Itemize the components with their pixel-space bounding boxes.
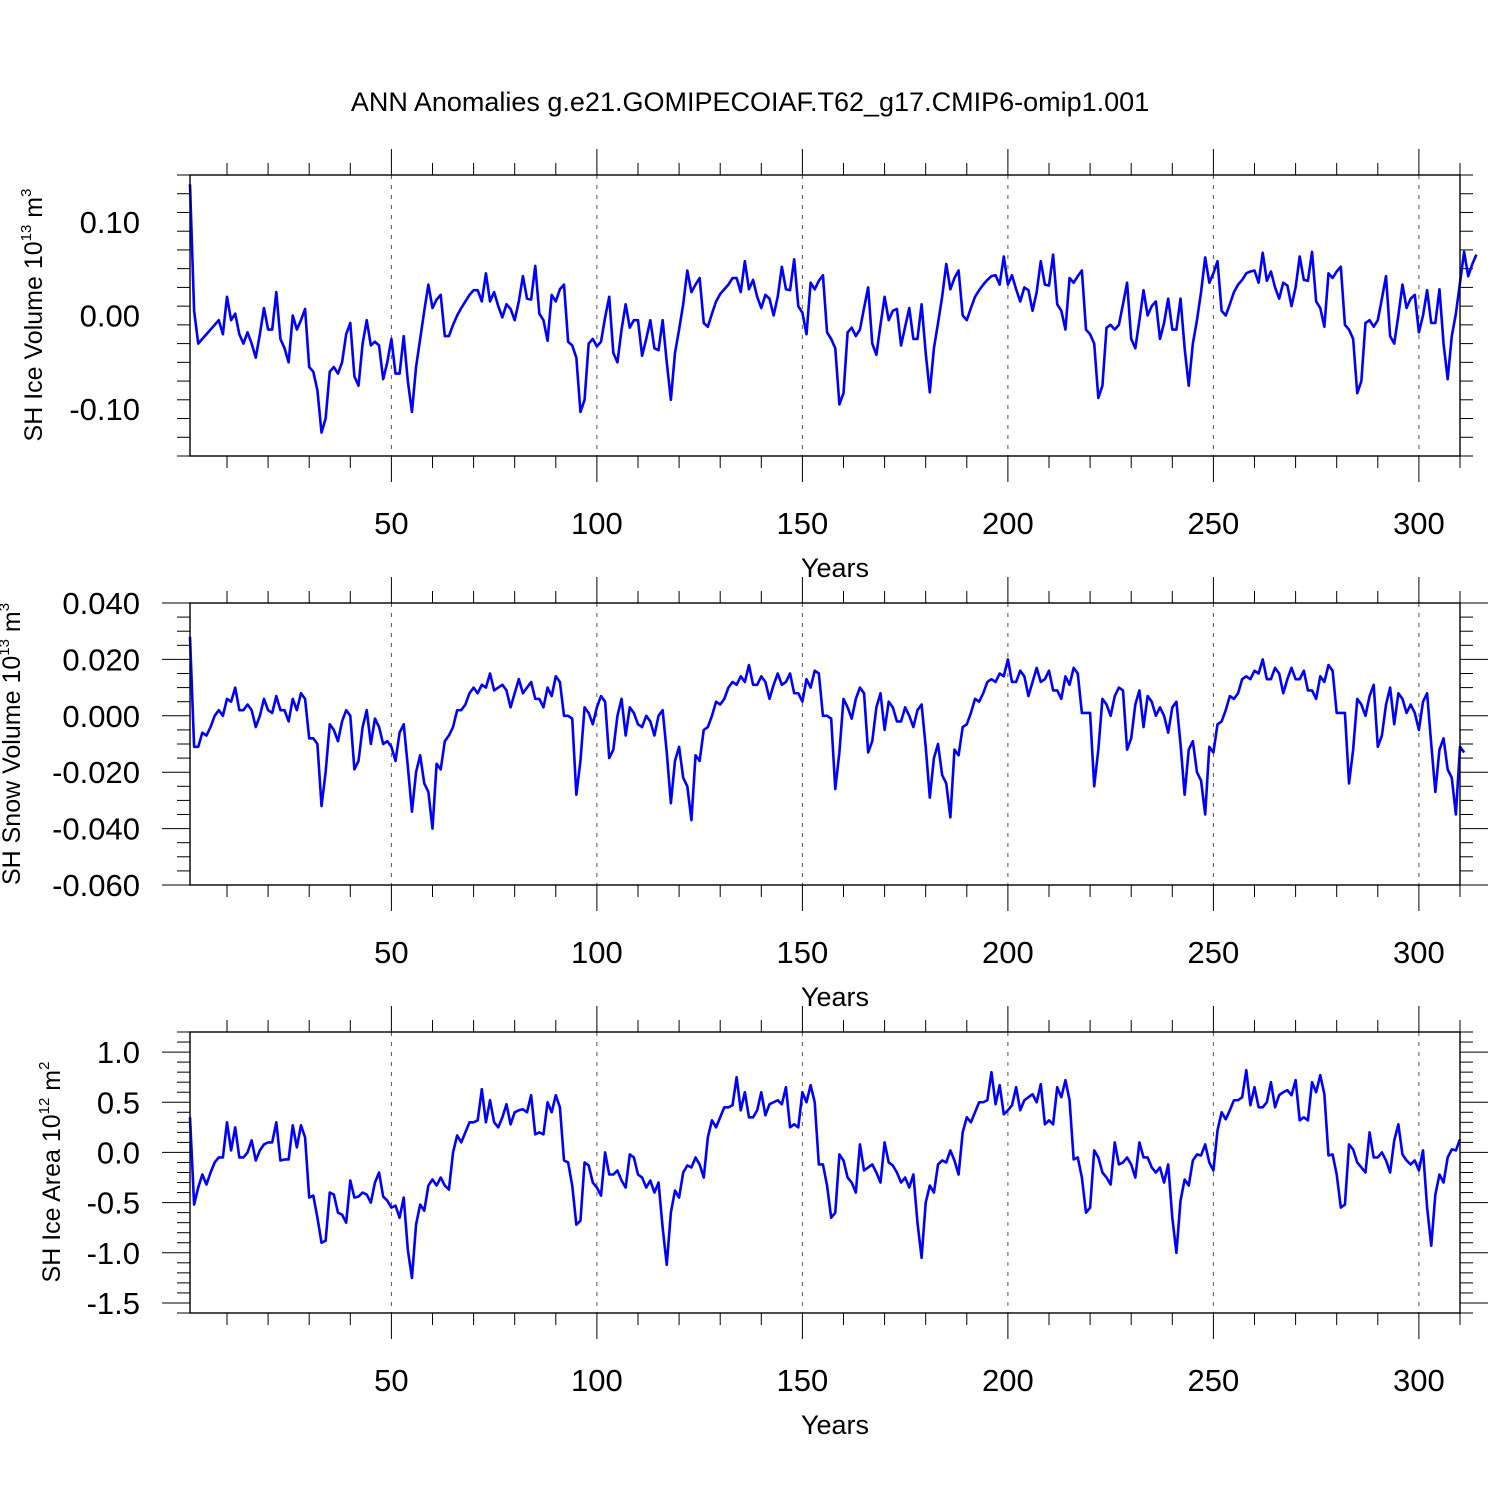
y-label-text: SH Snow Volume 10 — [0, 656, 26, 885]
y-tick-label: -1.5 — [87, 1286, 140, 1321]
plot-frame — [189, 1031, 1461, 1314]
y-tick-label: -1.0 — [87, 1236, 140, 1271]
y-label-text: SH Ice Volume 10 — [20, 241, 48, 441]
series-line — [188, 184, 1478, 434]
x-tick-label: 100 — [571, 935, 623, 970]
y-label-superscript: 12 — [36, 1098, 53, 1115]
x-tick-label: 200 — [982, 506, 1034, 541]
y-label-text: SH Ice Area 10 — [38, 1114, 66, 1282]
plot-frame — [189, 174, 1461, 457]
x-tick-label: 200 — [982, 1363, 1034, 1398]
y-label-superscript: 2 — [36, 1062, 53, 1070]
x-tick-label: 100 — [571, 506, 623, 541]
x-tick-label: 200 — [982, 935, 1034, 970]
plot-frame — [189, 602, 1461, 886]
x-tick-label: 250 — [1188, 506, 1240, 541]
y-tick-label: -0.10 — [69, 392, 140, 427]
y-tick-label: -0.060 — [52, 868, 140, 903]
x-tick-label: 50 — [374, 935, 408, 970]
y-tick-label: 0.5 — [97, 1085, 140, 1120]
x-tick-label: 50 — [374, 506, 408, 541]
x-tick-label: 150 — [777, 935, 829, 970]
y-label-text: m — [0, 611, 26, 639]
y-label-superscript: 3 — [18, 189, 35, 197]
panel-ice-volume: SH Ice Volume 1013 m3 50 100 150 200 250 300 0… — [18, 149, 1478, 583]
ylabel-ice-volume: SH Ice Volume 1013 m3 — [18, 189, 48, 442]
y-tick-label: -0.040 — [52, 812, 140, 847]
y-axis-label: SH Ice Area 1012 m2 — [36, 1062, 66, 1283]
y-tick-label: 0.020 — [62, 642, 140, 677]
x-tick-label: 300 — [1393, 506, 1445, 541]
x-tick-label: 250 — [1188, 935, 1240, 970]
y-label-text: m — [38, 1070, 66, 1098]
panel-snow-volume: SH Snow Volume 1013 m3 50 100 150 200 250 300… — [0, 577, 1488, 1012]
x-tick-label: 300 — [1393, 935, 1445, 970]
y-tick-label: 0.00 — [80, 299, 140, 334]
y-tick-label: 0.0 — [97, 1135, 140, 1170]
y-tick-label: 0.040 — [62, 586, 140, 621]
x-tick-label: 300 — [1393, 1363, 1445, 1398]
x-axis-label: Years — [801, 1410, 869, 1440]
y-tick-label: 0.000 — [62, 699, 140, 734]
y-axis-label: SH Snow Volume 1013 m3 — [0, 603, 26, 885]
y-tick-label: -0.020 — [52, 755, 140, 790]
chart-title: ANN Anomalies g.e21.GOMIPECOIAF.T62_g17.… — [351, 87, 1149, 117]
y-tick-label: -0.5 — [87, 1186, 140, 1221]
y-tick-label: 1.0 — [97, 1035, 140, 1070]
y-axis-label: SH Ice Volume 1013 m3 — [18, 189, 48, 442]
panel-ice-area: SH Ice Area 1012 m2 50 100 150 200 250 300 1.0… — [36, 1006, 1488, 1440]
y-label-superscript: 3 — [0, 603, 13, 611]
x-tick-label: 250 — [1188, 1363, 1240, 1398]
ylabel-ice-area: SH Ice Area 1012 m2 — [36, 1062, 66, 1283]
series-line — [188, 1068, 1462, 1280]
x-axis-label: Years — [801, 982, 869, 1012]
y-label-text: m — [20, 197, 48, 225]
y-label-superscript: 13 — [18, 225, 35, 242]
ylabel-snow-volume: SH Snow Volume 1013 m3 — [0, 603, 26, 885]
y-tick-label: 0.10 — [80, 205, 140, 240]
x-axis-label: Years — [801, 553, 869, 583]
series-line — [188, 636, 1466, 830]
y-label-superscript: 13 — [0, 639, 13, 656]
x-tick-label: 150 — [777, 506, 829, 541]
x-tick-label: 50 — [374, 1363, 408, 1398]
x-tick-label: 150 — [777, 1363, 829, 1398]
x-tick-label: 100 — [571, 1363, 623, 1398]
